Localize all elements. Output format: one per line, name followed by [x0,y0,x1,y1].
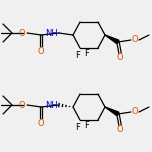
Text: O: O [19,100,25,109]
Text: F: F [76,52,80,60]
Text: O: O [132,36,138,45]
Text: F: F [85,121,89,130]
Text: F: F [76,123,80,133]
Text: O: O [38,47,44,55]
Polygon shape [105,107,119,116]
Text: O: O [117,54,123,62]
Polygon shape [105,35,119,44]
Text: NH: NH [46,29,58,38]
Text: O: O [132,107,138,116]
Text: NH: NH [46,100,58,109]
Text: F: F [85,48,89,57]
Text: O: O [38,119,44,128]
Text: O: O [19,29,25,38]
Text: O: O [117,126,123,135]
